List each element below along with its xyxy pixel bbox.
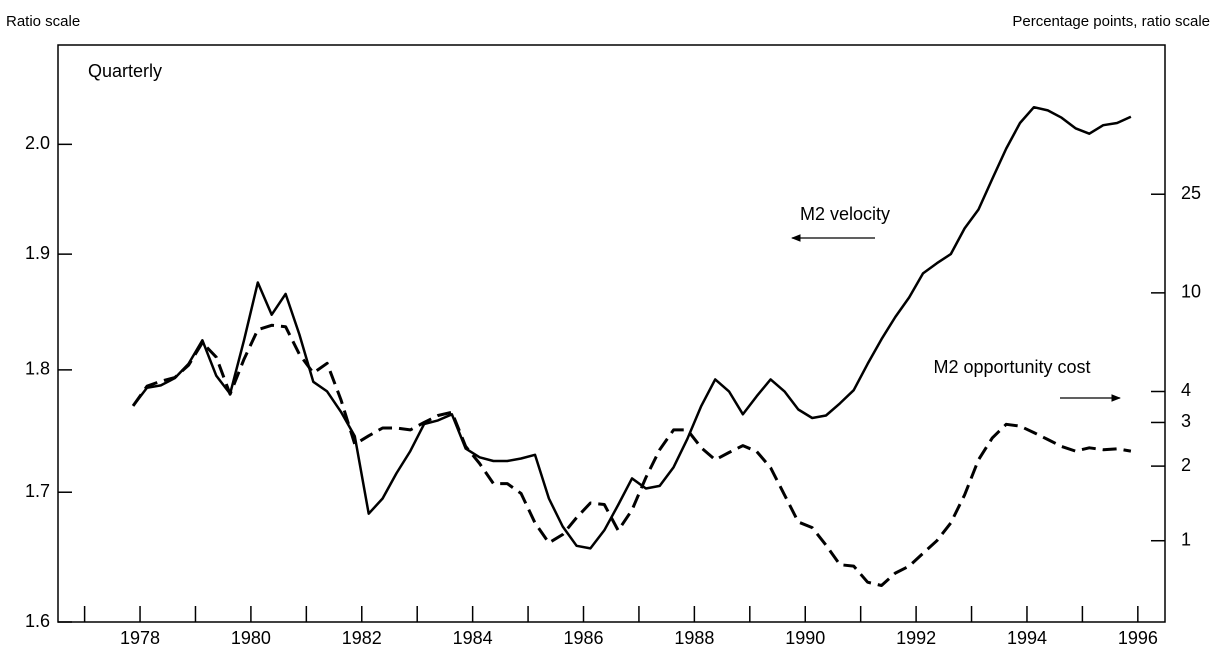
y2-tick-label: 2	[1181, 455, 1191, 475]
y-tick-label: 1.9	[25, 243, 50, 263]
x-tick-label: 1978	[120, 628, 160, 648]
x-tick-label: 1986	[563, 628, 603, 648]
y2-tick-label: 25	[1181, 183, 1201, 203]
x-tick-label: 1984	[453, 628, 493, 648]
x-tick-label: 1980	[231, 628, 271, 648]
series-line	[132, 105, 1132, 550]
x-tick-label: 1994	[1007, 628, 1047, 648]
y-tick-label: 1.8	[25, 359, 50, 379]
x-tick-label: 1988	[674, 628, 714, 648]
series-annotation: M2 opportunity cost	[933, 357, 1090, 377]
x-tick-label: 1996	[1118, 628, 1158, 648]
y-tick-label: 1.6	[25, 611, 50, 631]
x-tick-label: 1982	[342, 628, 382, 648]
series-line	[131, 323, 1132, 587]
y2-tick-label: 10	[1181, 282, 1201, 302]
plot-frame	[57, 44, 1166, 623]
y2-tick-label: 3	[1181, 411, 1191, 431]
x-tick-label: 1992	[896, 628, 936, 648]
subtitle: Quarterly	[88, 61, 162, 81]
x-tick-label: 1990	[785, 628, 825, 648]
y2-tick-label: 1	[1181, 529, 1191, 549]
y2-axis-label: Percentage points, ratio scale	[1012, 13, 1210, 30]
y2-tick-label: 4	[1181, 380, 1191, 400]
y-tick-label: 1.7	[25, 481, 50, 501]
series-annotation: M2 velocity	[800, 204, 890, 224]
y-tick-label: 2.0	[25, 133, 50, 153]
y-axis-label: Ratio scale	[6, 13, 80, 30]
